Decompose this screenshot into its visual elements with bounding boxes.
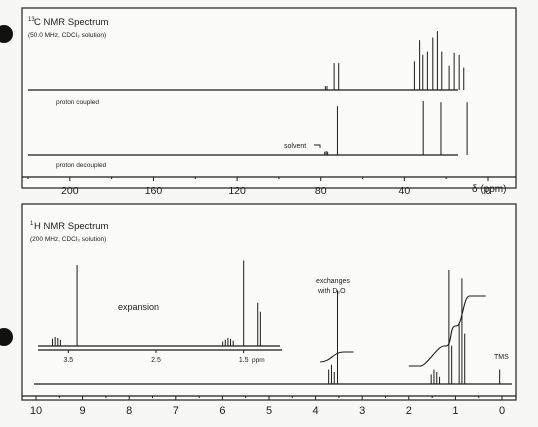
expansion-x-tick-label: 1.5 bbox=[239, 357, 249, 364]
proton-x-ticks: 10 9 8 7 6 5 4 3 2 1 0 bbox=[30, 396, 505, 417]
proton-panel-frame bbox=[21, 203, 517, 401]
carbon-x-tick-label: 160 bbox=[145, 185, 163, 197]
carbon-x-ticks: 200 160 120 80 40 0 bbox=[27, 177, 491, 197]
expansion-x-tick-label: 2.5 bbox=[151, 357, 161, 364]
tms-label: TMS bbox=[494, 354, 509, 361]
carbon-nmr-panel: 13 C NMR Spectrum (50.0 MHz, CDCl₃ solut… bbox=[21, 7, 517, 197]
proton-x-tick-label: 2 bbox=[406, 405, 412, 417]
proton-x-tick-label: 0 bbox=[499, 405, 505, 417]
exchange-label-line1: exchanges bbox=[316, 278, 350, 285]
proton-peaks bbox=[34, 270, 512, 385]
expansion-peaks bbox=[38, 260, 280, 347]
carbon-panel-frame bbox=[21, 7, 517, 189]
carbon-x-tick-label: 120 bbox=[228, 185, 246, 197]
binder-hole-top bbox=[0, 25, 13, 43]
solvent-arrow bbox=[314, 144, 321, 148]
carbon-solvent-label: solvent bbox=[284, 143, 306, 150]
expansion-unit: ppm bbox=[252, 357, 265, 364]
carbon-axis-unit: δ (ppm) bbox=[472, 184, 506, 195]
proton-title: H NMR Spectrum bbox=[34, 221, 109, 232]
proton-x-tick-label: 1 bbox=[452, 405, 458, 417]
carbon-x-tick-label: 200 bbox=[61, 185, 79, 197]
proton-title-superscript: 1 bbox=[30, 221, 34, 227]
carbon-title: C NMR Spectrum bbox=[34, 17, 109, 28]
proton-x-tick-label: 5 bbox=[266, 405, 272, 417]
carbon-trace-label-coupled: proton coupled bbox=[56, 99, 99, 106]
expansion-x-ticks: 3.5 2.5 1.5 bbox=[63, 350, 249, 364]
proton-x-tick-label: 9 bbox=[80, 405, 86, 417]
carbon-title-superscript: 13 bbox=[28, 17, 35, 23]
binder-hole-bottom bbox=[0, 328, 13, 346]
proton-x-tick-label: 6 bbox=[219, 405, 225, 417]
carbon-x-tick-label: 40 bbox=[399, 185, 411, 197]
proton-x-tick-label: 7 bbox=[173, 405, 179, 417]
carbon-x-tick-label: 0 bbox=[485, 185, 491, 197]
proton-x-tick-label: 3 bbox=[359, 405, 365, 417]
proton-x-tick-label: 8 bbox=[126, 405, 132, 417]
proton-conditions: (200 MHz, CDCl₃ solution) bbox=[30, 236, 106, 243]
proton-x-tick-label: 10 bbox=[30, 405, 42, 417]
expansion-x-tick-label: 3.5 bbox=[63, 357, 73, 364]
carbon-trace-label-decoupled: proton decoupled bbox=[56, 162, 107, 169]
expansion-label: expansion bbox=[118, 302, 159, 312]
integral-curve-oh bbox=[320, 351, 354, 363]
proton-nmr-panel: 1 H NMR Spectrum (200 MHz, CDCl₃ solutio… bbox=[21, 203, 517, 417]
proton-x-tick-label: 4 bbox=[313, 405, 319, 417]
carbon-conditions: (50.0 MHz, CDCl₃ solution) bbox=[28, 32, 106, 39]
carbon-peaks bbox=[28, 31, 468, 156]
proton-integral-trace bbox=[320, 295, 486, 367]
integral-curve-alkyl bbox=[408, 295, 486, 367]
exchange-label-line2: with D₂O bbox=[317, 288, 346, 295]
carbon-x-tick-label: 80 bbox=[315, 185, 327, 197]
